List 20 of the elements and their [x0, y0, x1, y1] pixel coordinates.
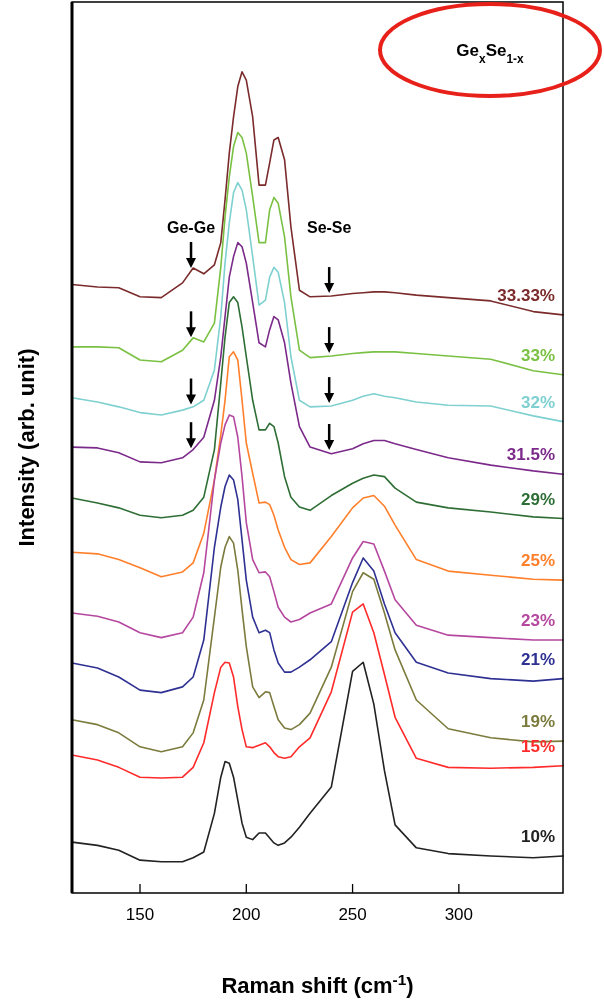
x-tick-label: 300 — [444, 905, 474, 924]
series-label: 15% — [520, 736, 555, 756]
series-label: 33% — [520, 345, 555, 365]
series-label: 10% — [520, 827, 555, 847]
series-label: 23% — [520, 611, 555, 631]
series-label: 32% — [520, 392, 555, 412]
series-label: 21% — [520, 649, 555, 669]
y-axis-title: Intensity (arb. unit) — [14, 348, 39, 547]
x-tick-label: 150 — [125, 905, 155, 924]
series-label: 25% — [520, 551, 555, 571]
series-label: 33.33% — [497, 285, 555, 305]
annotation: Ge-Ge — [167, 219, 216, 236]
series-label: 29% — [520, 489, 555, 509]
x-tick-label: 200 — [232, 905, 261, 924]
series-label: 31.5% — [506, 445, 555, 465]
x-tick-label: 250 — [338, 905, 367, 924]
annotation: Se-Se — [306, 219, 352, 236]
x-axis-title: Raman shift (cm$^{-1}$) — [221, 970, 414, 998]
series-label: 19% — [520, 712, 555, 732]
text: Ge$_{x}$Se$_{1-x}$ — [456, 41, 525, 66]
